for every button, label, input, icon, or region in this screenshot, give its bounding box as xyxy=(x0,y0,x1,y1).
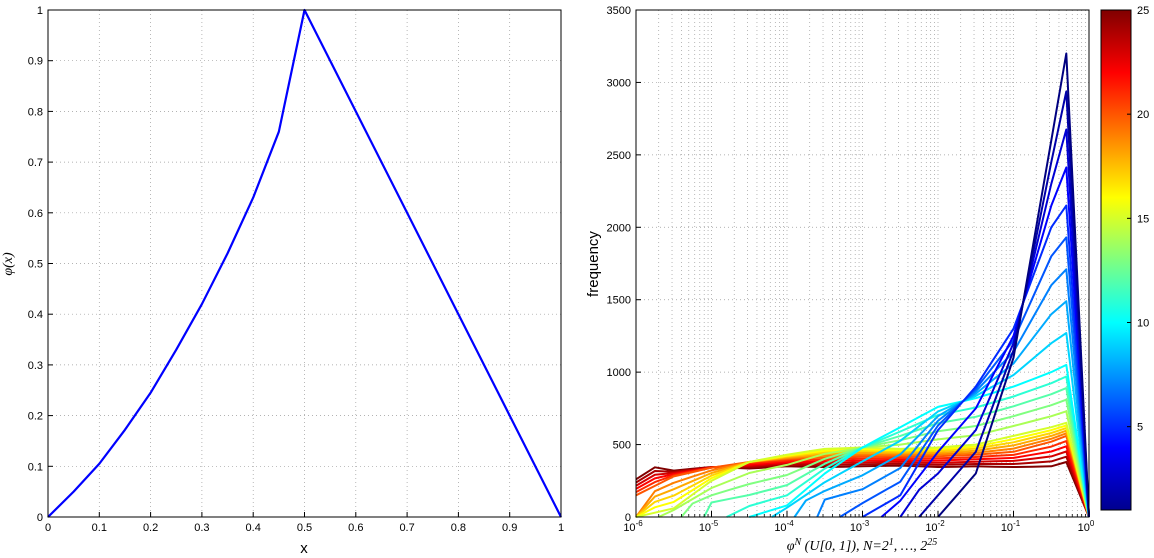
chart-right-series xyxy=(635,52,1090,518)
y-tick-label: 3500 xyxy=(607,5,631,17)
series-line-n-19 xyxy=(635,432,1090,518)
series-line-n-9 xyxy=(771,332,1090,518)
colorbar xyxy=(1100,9,1132,511)
x-tick-label: 10-4 xyxy=(774,519,794,534)
x-tick-label: 0.2 xyxy=(143,522,158,534)
series-line-n-8 xyxy=(793,300,1090,518)
y-tick-label: 500 xyxy=(613,440,631,452)
series-line-n-18 xyxy=(635,429,1090,518)
x-tick-exp: 0 xyxy=(1090,519,1095,528)
chart-left-grid xyxy=(48,10,561,517)
chart-left-y-label: φ(x) xyxy=(1,252,16,276)
colorbar-tick-label: 10 xyxy=(1137,318,1149,330)
x-tick-base: 10 xyxy=(699,522,711,534)
x-tick-label: 0.9 xyxy=(502,522,517,534)
series-line-n-10 xyxy=(749,363,1090,518)
chart-right-x-label: φN (U[0, 1]), N=21, …, 225 xyxy=(787,537,938,555)
x-tick-base: 10 xyxy=(1078,522,1090,534)
chart-left-x-label: x xyxy=(300,540,308,557)
x-label-sup-25: 25 xyxy=(927,537,937,548)
series-line-n-12 xyxy=(703,387,1090,518)
x-tick-label: 10-6 xyxy=(623,519,643,534)
x-tick-label: 0.6 xyxy=(348,522,363,534)
y-tick-label: 1000 xyxy=(607,367,631,379)
colorbar-tick-label: 5 xyxy=(1137,422,1143,434)
x-label-mid: (U[0, 1]), N=2 xyxy=(801,539,889,554)
x-tick-base: 10 xyxy=(774,522,786,534)
x-tick-label: 0 xyxy=(45,522,51,534)
x-tick-base: 10 xyxy=(925,522,937,534)
series-line-n-3 xyxy=(899,128,1090,518)
x-tick-base: 10 xyxy=(623,522,635,534)
x-tick-label: 0.1 xyxy=(92,522,107,534)
x-label-phi: φ xyxy=(787,539,795,554)
y-tick-label: 0 xyxy=(625,512,631,524)
series-line-n-11 xyxy=(726,375,1090,518)
x-tick-label: 0.4 xyxy=(246,522,261,534)
chart-left-ticks: 0 0.1 0.2 0.3 0.4 0.5 0.6 0.7 0.8 0.9 1 0 0.1 0.2 0.3 0… xyxy=(28,5,564,534)
chart-right: 10-6 10-5 10-4 10-3 10-2 10-1 1000500100015002… xyxy=(585,5,1149,554)
y-tick-label: 2500 xyxy=(607,150,631,162)
series-line-n-2 xyxy=(918,90,1090,518)
x-tick-label: 10-3 xyxy=(850,519,870,534)
x-tick-label: 0.7 xyxy=(399,522,414,534)
y-tick-label: 0.8 xyxy=(28,106,43,118)
x-tick-exp: -4 xyxy=(787,519,795,528)
x-tick-label: 100 xyxy=(1078,519,1095,534)
x-tick-exp: -5 xyxy=(711,519,719,528)
y-tick-label: 0 xyxy=(37,512,43,524)
y-tick-label: 0.5 xyxy=(28,259,43,271)
x-tick-label: 10-2 xyxy=(925,519,945,534)
series-line-n-1 xyxy=(937,52,1090,518)
y-tick-label: 0.3 xyxy=(28,360,43,372)
colorbar-tick-label: 15 xyxy=(1137,213,1149,225)
chart-left: 0 0.1 0.2 0.3 0.4 0.5 0.6 0.7 0.8 0.9 1 0 0.1 0.2 0.3 0… xyxy=(1,5,564,557)
x-label-sup-1: 1 xyxy=(889,537,894,548)
y-tick-label: 0.6 xyxy=(28,208,43,220)
y-tick-label: 2000 xyxy=(607,222,631,234)
series-line-n-14 xyxy=(658,410,1090,518)
x-tick-base: 10 xyxy=(850,522,862,534)
x-tick-exp: -1 xyxy=(1013,519,1021,528)
x-tick-exp: -6 xyxy=(636,519,644,528)
y-tick-label: 0.9 xyxy=(28,56,43,68)
series-line-phi xyxy=(47,8,562,518)
y-tick-label: 0.4 xyxy=(28,309,43,321)
chart-left-series xyxy=(47,8,562,518)
y-tick-label: 0.2 xyxy=(28,411,43,423)
chart-right-y-label: frequency xyxy=(585,231,602,297)
series-line-n-16 xyxy=(635,424,1090,518)
x-label-sup-n: N xyxy=(794,537,803,548)
chart-right-ticks: 10-6 10-5 10-4 10-3 10-2 10-1 1000500100015002… xyxy=(607,5,1095,534)
series-line-n-17 xyxy=(635,427,1090,518)
x-tick-label: 10-5 xyxy=(699,519,719,534)
x-label-end: , …, 2 xyxy=(894,539,927,554)
series-line-n-6 xyxy=(839,236,1090,518)
y-tick-label: 3000 xyxy=(607,77,631,89)
y-tick-label: 0.7 xyxy=(28,157,43,169)
x-tick-label: 10-1 xyxy=(1001,519,1021,534)
y-tick-label: 1500 xyxy=(607,295,631,307)
x-tick-label: 0.8 xyxy=(451,522,466,534)
series-line-n-15 xyxy=(635,421,1090,518)
colorbar-tick-label: 20 xyxy=(1137,109,1149,121)
colorbar-ticks: 5 10 15 20 25 xyxy=(1127,5,1149,434)
x-tick-label: 1 xyxy=(558,522,564,534)
series-line-n-13 xyxy=(680,398,1090,518)
colorbar-tick-label: 25 xyxy=(1137,5,1149,17)
x-tick-label: 0.5 xyxy=(297,522,312,534)
series-line-n-4 xyxy=(880,166,1090,518)
x-tick-exp: -3 xyxy=(862,519,870,528)
series-line-n-5 xyxy=(862,204,1090,518)
y-tick-label: 1 xyxy=(37,5,43,17)
x-tick-base: 10 xyxy=(1001,522,1013,534)
x-tick-exp: -2 xyxy=(938,519,946,528)
y-tick-label: 0.1 xyxy=(28,461,43,473)
x-tick-label: 0.3 xyxy=(194,522,209,534)
